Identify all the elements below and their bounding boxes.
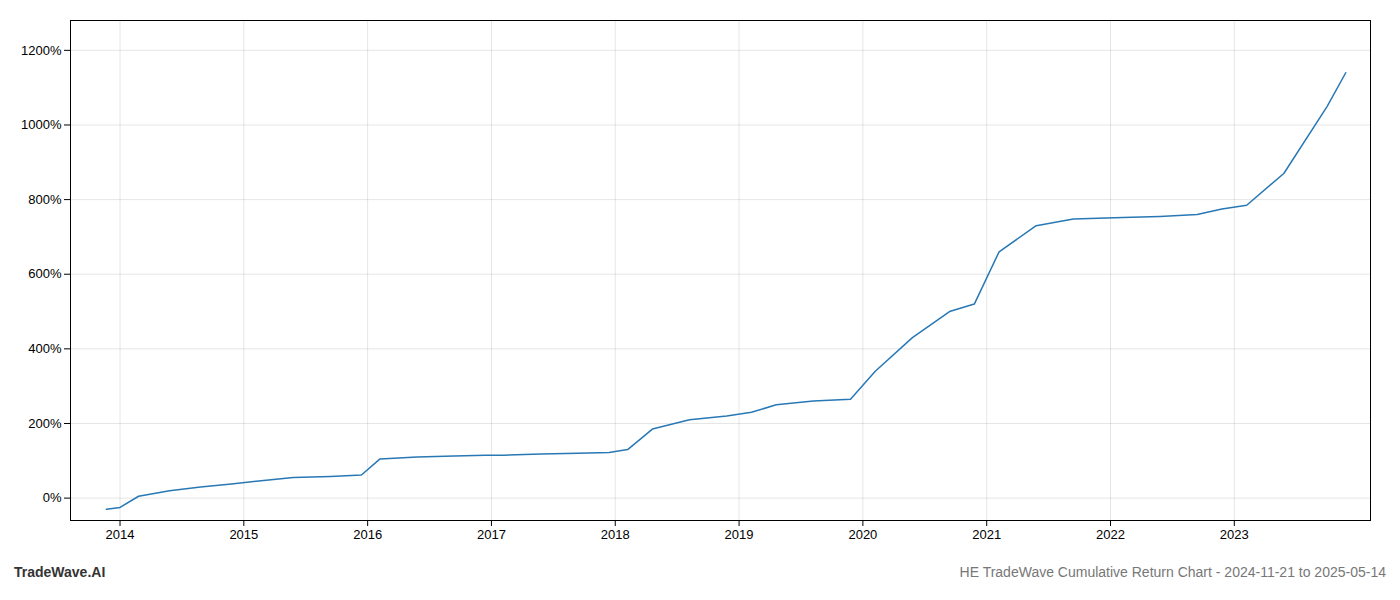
svg-text:800%: 800%	[28, 192, 62, 207]
svg-text:2019: 2019	[725, 527, 754, 542]
html-text:TradeWave.AI: TradeWave.AI	[14, 564, 106, 580]
svg-text:1200%: 1200%	[21, 43, 62, 58]
svg-text:2016: 2016	[353, 527, 382, 542]
svg-text:1000%: 1000%	[21, 117, 62, 132]
svg-text:200%: 200%	[28, 416, 62, 431]
svg-text:2015: 2015	[229, 527, 258, 542]
svg-text:2021: 2021	[972, 527, 1001, 542]
svg-text:2014: 2014	[106, 527, 135, 542]
svg-text:600%: 600%	[28, 266, 62, 281]
svg-text:0%: 0%	[43, 490, 62, 505]
svg-text:2020: 2020	[848, 527, 877, 542]
svg-text:2017: 2017	[477, 527, 506, 542]
html-text:HE TradeWave Cumulative Return: HE TradeWave Cumulative Return Chart - 2…	[959, 564, 1386, 580]
svg-text:2022: 2022	[1096, 527, 1125, 542]
svg-text:400%: 400%	[28, 341, 62, 356]
svg-text:2018: 2018	[601, 527, 630, 542]
svg-text:2023: 2023	[1220, 527, 1249, 542]
